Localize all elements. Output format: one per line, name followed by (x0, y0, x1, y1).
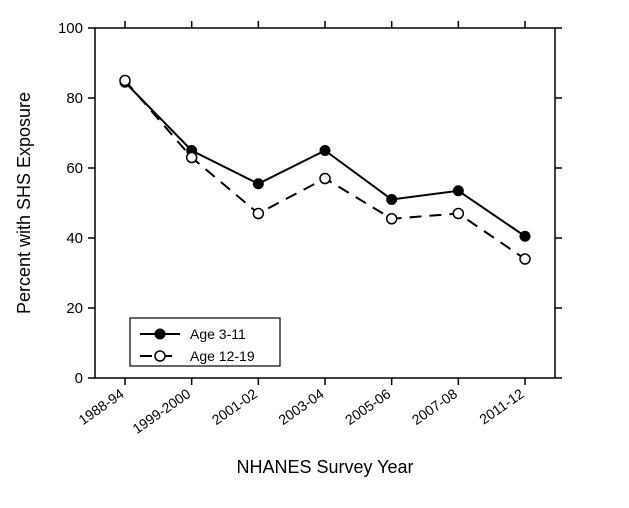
y-tick-label: 60 (66, 160, 83, 177)
legend-label: Age 12-19 (190, 348, 255, 364)
y-tick-label: 40 (66, 230, 83, 247)
legend-marker (155, 329, 165, 339)
marker (320, 174, 330, 184)
legend-marker (155, 351, 165, 361)
x-tick-label: 2001-02 (209, 385, 260, 428)
marker (387, 214, 397, 224)
legend-label: Age 3-11 (190, 326, 246, 342)
series-line-1 (125, 81, 525, 260)
marker (253, 179, 263, 189)
marker (520, 231, 530, 241)
marker (320, 146, 330, 156)
marker (453, 186, 463, 196)
x-tick-label: 1988-94 (75, 385, 126, 428)
x-tick-label: 2007-08 (409, 385, 460, 428)
x-tick-label: 2011-12 (476, 385, 527, 427)
y-tick-label: 100 (58, 20, 83, 37)
marker (387, 195, 397, 205)
x-axis-title: NHANES Survey Year (236, 457, 413, 477)
series-line-0 (125, 82, 525, 236)
marker (253, 209, 263, 219)
y-tick-label: 20 (66, 300, 83, 317)
x-tick-label: 1999-2000 (129, 385, 193, 437)
line-chart: 0 20 40 60 80 100 1988-941999-2000 2001-02 2003-… (0, 0, 629, 508)
marker (520, 254, 530, 264)
x-tick-label: 2005-06 (342, 385, 393, 428)
marker (187, 153, 197, 163)
y-tick-label: 0 (75, 370, 83, 387)
chart-svg: 0 20 40 60 80 100 1988-941999-2000 2001-02 2003-… (0, 0, 629, 508)
marker (120, 76, 130, 86)
y-axis-title: Percent with SHS Exposure (14, 92, 34, 314)
y-tick-label: 80 (66, 90, 83, 107)
marker (453, 209, 463, 219)
x-tick-label: 2003-04 (275, 385, 326, 428)
